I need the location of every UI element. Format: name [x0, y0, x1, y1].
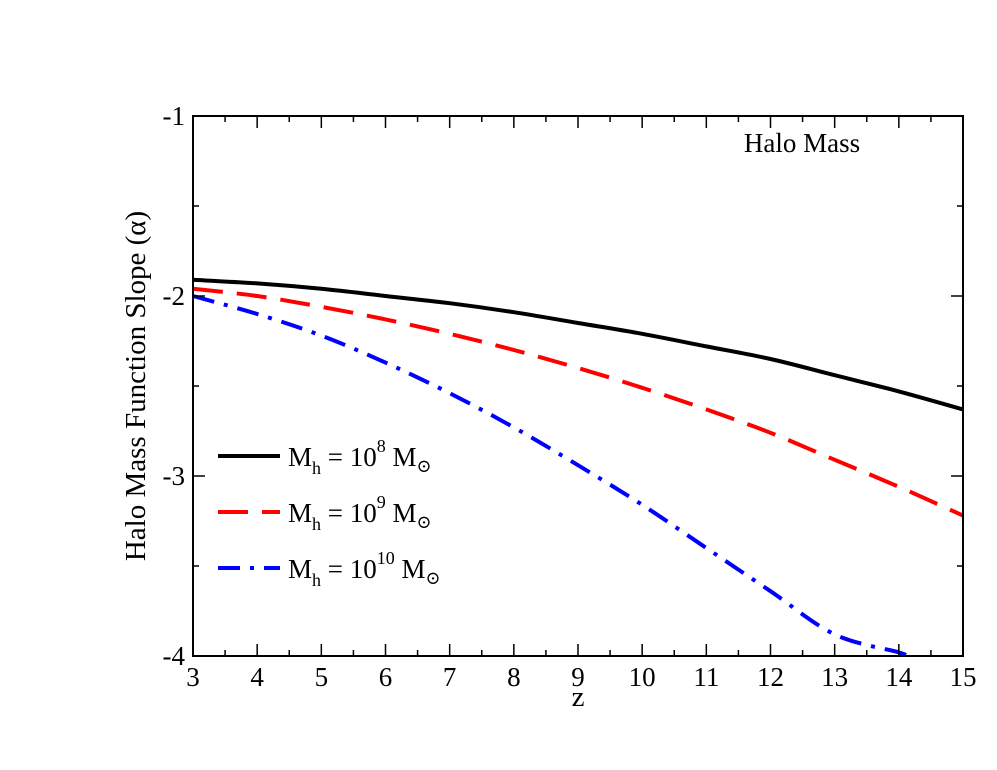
y-tick-label: -1	[163, 101, 186, 131]
x-tick-label: 3	[186, 662, 200, 692]
x-tick-labels: 3 4 5 6 7 8 9 10 11 12 13 14 15	[186, 662, 976, 692]
annotation-label: Halo Mass	[744, 128, 860, 158]
series-line-1	[192, 277, 964, 412]
x-axis-title: z	[572, 681, 585, 713]
x-tick-label: 6	[379, 662, 393, 692]
y-tick-label: -4	[163, 641, 186, 671]
legend: Mh = 108 M⊙ Mh = 109 M⊙ Mh = 1010 M⊙	[218, 436, 441, 590]
x-tick-label: 5	[315, 662, 329, 692]
y-tick-label: -2	[163, 281, 186, 311]
x-tick-label: 4	[250, 662, 264, 692]
x-tick-label: 9	[571, 662, 585, 692]
x-tick-label: 14	[885, 662, 913, 692]
series-line-3	[192, 294, 909, 658]
axis-ticks	[192, 115, 964, 657]
legend-label-3: Mh = 1010 M⊙	[288, 548, 441, 590]
x-tick-label: 12	[757, 662, 784, 692]
x-tick-label: 11	[693, 662, 719, 692]
x-tick-label: 7	[443, 662, 457, 692]
x-tick-label: 10	[629, 662, 656, 692]
legend-label-2: Mh = 109 M⊙	[288, 492, 432, 534]
y-tick-label: -3	[163, 461, 186, 491]
y-axis-title: Halo Mass Function Slope (α)	[120, 211, 152, 561]
series-lines	[192, 277, 964, 658]
y-tick-labels: -4 -3 -2 -1	[163, 101, 186, 671]
x-tick-label: 15	[950, 662, 977, 692]
x-tick-label: 13	[821, 662, 848, 692]
series-line-2	[192, 286, 964, 518]
legend-label-1: Mh = 108 M⊙	[288, 436, 432, 478]
x-tick-label: 8	[507, 662, 521, 692]
